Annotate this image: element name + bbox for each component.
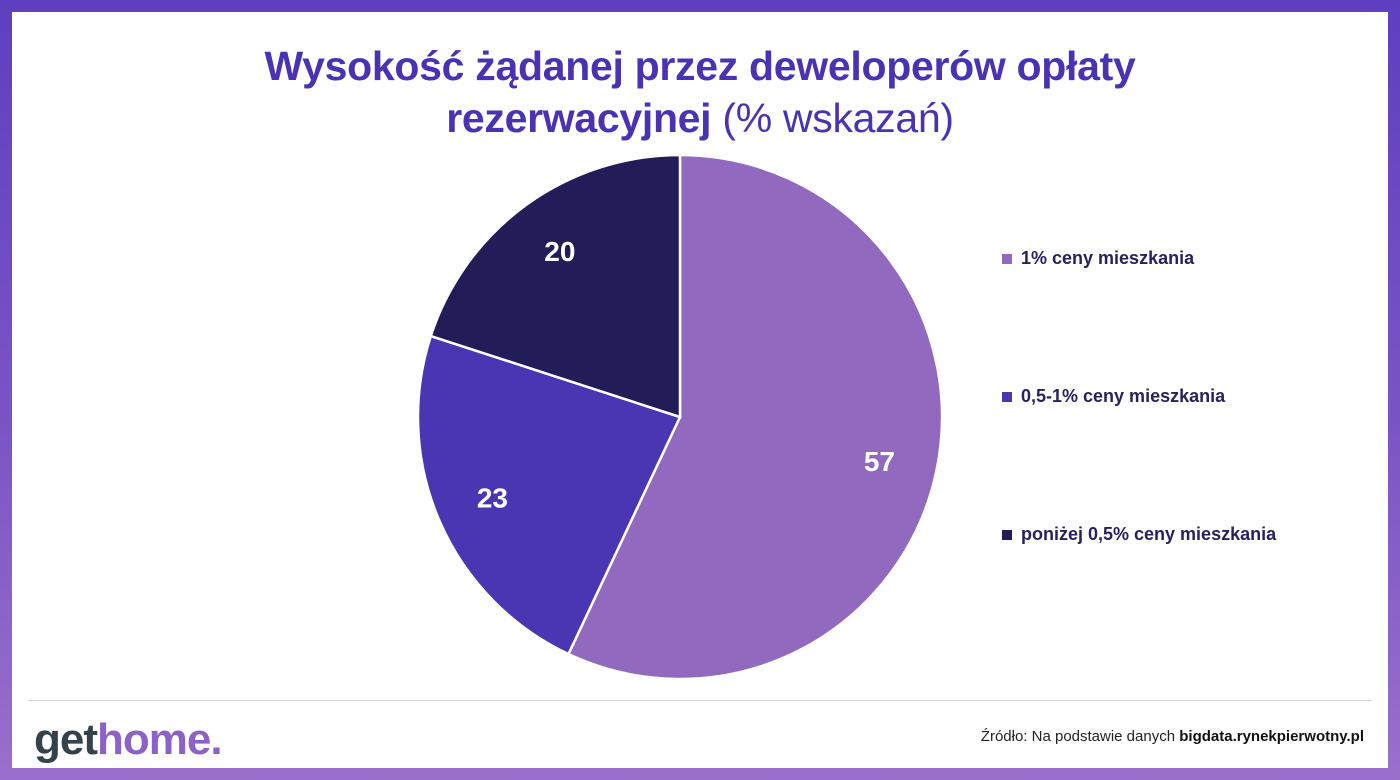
legend-swatch-1 — [1002, 253, 1012, 264]
pie-slice-2 — [416, 334, 682, 656]
legend-label-1: 1% ceny mieszkania — [1021, 248, 1195, 268]
footer-divider — [28, 700, 1372, 701]
legend-item-3: poniżej 0,5% ceny mieszkania — [1002, 524, 1276, 545]
chart-title: Wysokość żądanej przez deweloperów opłat… — [12, 40, 1388, 144]
logo-get: get — [34, 715, 98, 764]
source-note: Źródło: Na podstawie danych bigdata.ryne… — [981, 728, 1364, 745]
pie-chart: 57 23 20 — [416, 153, 944, 681]
chart-title-bold: Wysokość żądanej przez deweloperów opłat… — [264, 43, 1136, 141]
gethome-logo: gethome. — [34, 714, 223, 766]
legend-item-1: 1% ceny mieszkania — [1002, 248, 1194, 269]
legend-swatch-3 — [1002, 529, 1012, 540]
legend-label-3: poniżej 0,5% ceny mieszkania — [1021, 524, 1277, 544]
pie-data-label-2: 23 — [477, 483, 508, 514]
pie-data-label-1: 57 — [864, 446, 895, 477]
source-link: bigdata.rynekpierwotny.pl — [1179, 728, 1364, 745]
chart-title-light: (% wskazań) — [722, 95, 954, 141]
source-prefix: Źródło: Na podstawie danych — [980, 728, 1176, 745]
logo-home: home. — [97, 715, 223, 764]
legend-item-2: 0,5-1% ceny mieszkania — [1002, 386, 1225, 407]
legend-swatch-2 — [1002, 391, 1012, 402]
pie-data-label-3: 20 — [544, 236, 575, 267]
pie-slice-1 — [566, 153, 944, 681]
chart-card: Wysokość żądanej przez deweloperów opłat… — [12, 12, 1388, 768]
pie-slice-3 — [429, 153, 682, 419]
legend-label-2: 0,5-1% ceny mieszkania — [1021, 386, 1226, 406]
